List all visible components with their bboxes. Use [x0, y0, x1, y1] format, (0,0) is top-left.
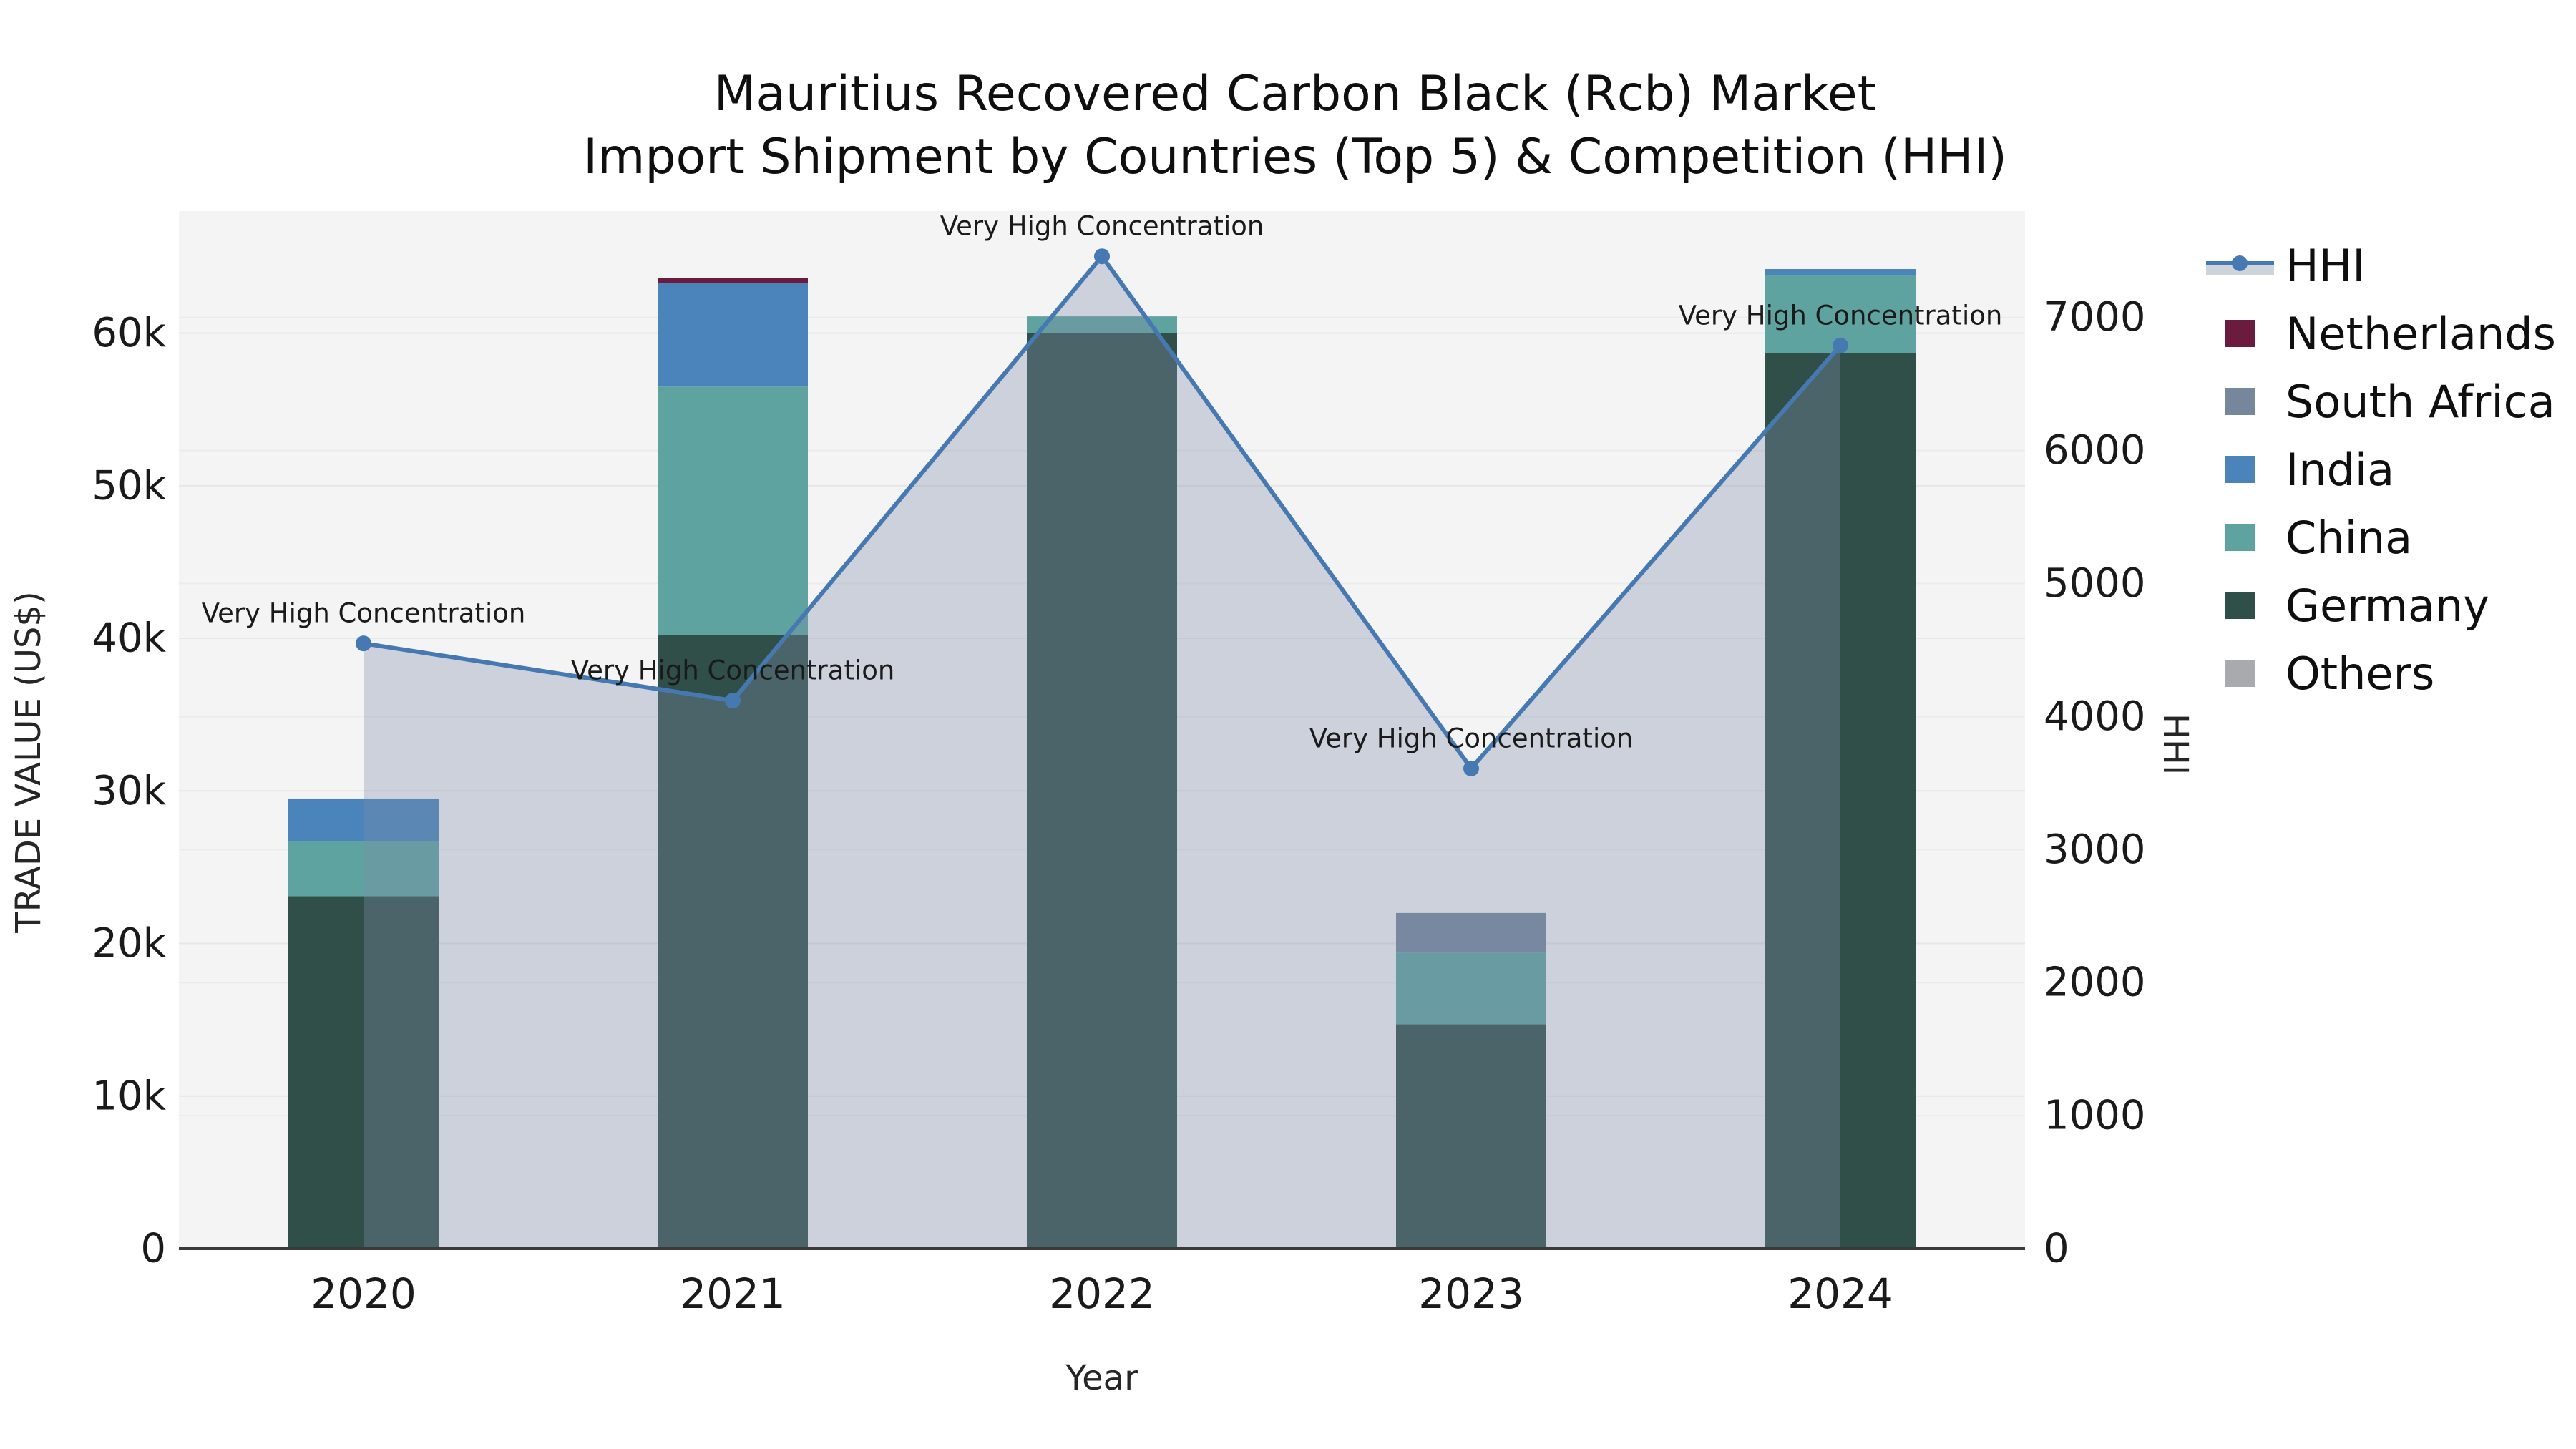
y-right-tick-label: 0 — [2044, 1226, 2069, 1272]
x-tick-label-2024: 2024 — [1787, 1269, 1893, 1318]
bar-segment-india-2024 — [1765, 269, 1916, 275]
legend-swatch-south-africa-icon — [2206, 386, 2274, 417]
bar-segment-germany-2022 — [1027, 333, 1177, 1249]
bar-segment-china-2021 — [658, 386, 808, 635]
y-right-tick-label: 7000 — [2044, 294, 2146, 341]
annotation-2020: Very High Concentration — [202, 598, 526, 629]
y-axis-label-left: TRADE VALUE (US$) — [9, 591, 49, 933]
color-swatch-icon — [2225, 388, 2255, 415]
y-right-tick-label: 6000 — [2044, 427, 2146, 474]
y-left-tick-label: 40k — [92, 615, 166, 662]
legend-label: Others — [2285, 647, 2435, 700]
color-swatch-icon — [2225, 320, 2255, 347]
legend-swatch-china-icon — [2206, 522, 2274, 553]
y-left-tick-label: 30k — [92, 768, 166, 814]
bar-segment-china-2020 — [288, 841, 439, 897]
color-swatch-icon — [2225, 524, 2255, 551]
legend-label: Netherlands — [2285, 307, 2556, 360]
bar-segment-south-africa-2023 — [1396, 912, 1546, 953]
annotation-2022: Very High Concentration — [940, 211, 1264, 242]
legend-label: Germany — [2285, 579, 2489, 632]
y-right-tick-label: 1000 — [2044, 1093, 2146, 1139]
y-left-tick-label: 0 — [140, 1226, 166, 1272]
hhi-marker-2024 — [1833, 337, 1848, 353]
hhi-area-fill — [364, 256, 1840, 1249]
color-swatch-icon — [2225, 456, 2255, 483]
bar-segment-china-2022 — [1027, 316, 1177, 333]
hhi-marker-2023 — [1463, 760, 1479, 776]
y-left-tick-label: 60k — [92, 310, 166, 356]
legend-item-germany: Germany — [2206, 580, 2556, 632]
bar-segment-germany-2020 — [288, 896, 439, 1249]
legend-item-hhi: HHI — [2206, 240, 2556, 292]
legend-item-south-africa: South Africa — [2206, 376, 2556, 428]
chart-title-line2: Import Shipment by Countries (Top 5) & C… — [583, 129, 2007, 185]
legend: HHI Netherlands South Africa India China Germ… — [2206, 240, 2556, 726]
legend-item-others: Others — [2206, 648, 2556, 700]
color-swatch-icon — [2225, 592, 2255, 619]
y-right-tick-label: 4000 — [2044, 693, 2146, 740]
x-tick-label-2020: 2020 — [311, 1269, 416, 1318]
y-axis-label-right: HHI — [2155, 713, 2195, 776]
annotation-2024: Very High Concentration — [1679, 300, 2003, 331]
legend-swatch-india-icon — [2206, 454, 2274, 485]
legend-swatch-germany-icon — [2206, 590, 2274, 621]
y-right-tick-label: 3000 — [2044, 826, 2146, 873]
hhi-marker-2020 — [356, 635, 371, 652]
hhi-line-icon-svg — [2206, 255, 2274, 275]
bar-segment-germany-2023 — [1396, 1024, 1546, 1249]
bar-segment-india-2020 — [288, 798, 439, 841]
y-left-tick-label: 20k — [92, 920, 166, 967]
legend-swatch-others-icon — [2206, 658, 2274, 689]
hhi-marker-2021 — [725, 693, 741, 709]
legend-label: South Africa — [2285, 375, 2555, 428]
y-right-tick-label: 5000 — [2044, 560, 2146, 607]
hhi-line-icon — [2206, 250, 2274, 281]
legend-item-china: China — [2206, 512, 2556, 564]
x-tick-label-2023: 2023 — [1418, 1269, 1524, 1318]
bar-segment-germany-2024 — [1765, 353, 1916, 1249]
legend-item-india: India — [2206, 444, 2556, 496]
legend-swatch-netherlands-icon — [2206, 318, 2274, 349]
legend-label: China — [2285, 511, 2413, 564]
legend-item-netherlands: Netherlands — [2206, 308, 2556, 360]
color-swatch-icon — [2225, 660, 2255, 687]
y-left-tick-label: 10k — [92, 1073, 166, 1119]
legend-label: India — [2285, 443, 2395, 496]
bar-segment-india-2021 — [658, 283, 808, 387]
x-axis-label: Year — [1065, 1358, 1138, 1398]
annotation-2021: Very High Concentration — [571, 655, 895, 686]
hhi-marker-2022 — [1094, 248, 1110, 265]
y-left-tick-label: 50k — [92, 462, 166, 509]
bar-segment-china-2023 — [1396, 952, 1546, 1025]
chart-title: Mauritius Recovered Carbon Black (Rcb) M… — [0, 63, 2576, 189]
chart-title-line1: Mauritius Recovered Carbon Black (Rcb) M… — [713, 66, 1877, 122]
x-tick-label-2022: 2022 — [1049, 1269, 1155, 1318]
legend-label: HHI — [2285, 239, 2366, 292]
annotation-2023: Very High Concentration — [1309, 723, 1634, 753]
y-right-tick-label: 2000 — [2044, 960, 2146, 1006]
x-tick-label-2021: 2021 — [680, 1269, 786, 1318]
bar-segment-netherlands-2021 — [658, 278, 808, 283]
bar-segment-germany-2021 — [658, 635, 808, 1249]
